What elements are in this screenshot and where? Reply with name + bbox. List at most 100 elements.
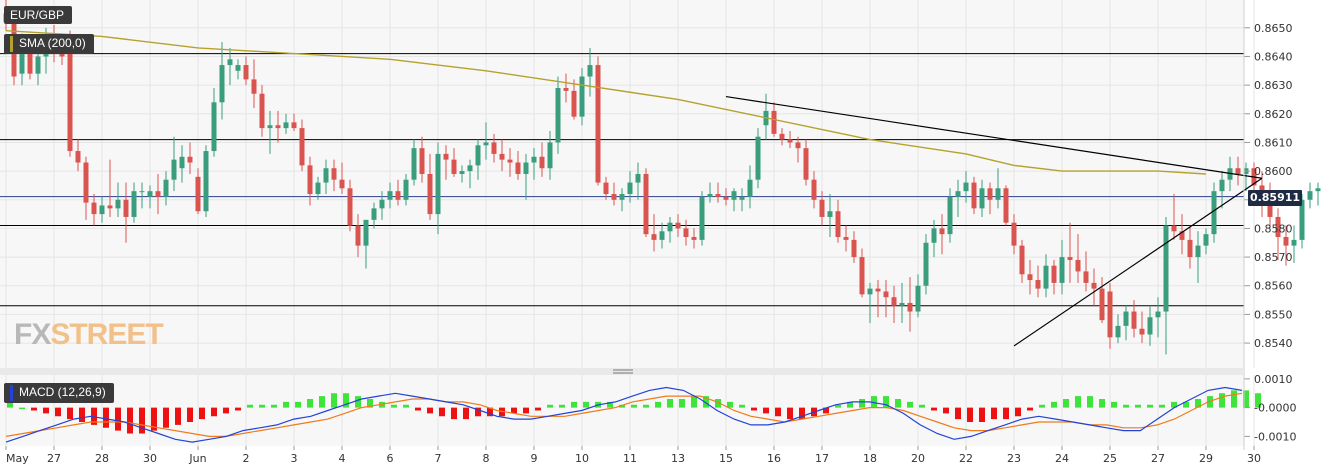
candle-body bbox=[1147, 317, 1153, 335]
macd-plot-background bbox=[0, 375, 1244, 446]
x-tick-label: 27 bbox=[47, 452, 61, 465]
candle-body bbox=[1195, 245, 1201, 258]
macd-histogram-bar bbox=[1231, 390, 1237, 408]
sma-tag[interactable]: SMA (200,0) bbox=[4, 34, 94, 54]
sma-line bbox=[5, 30, 1207, 175]
candle-body bbox=[1307, 191, 1313, 200]
y-tick-label: 0.8640 bbox=[1254, 50, 1293, 63]
candle-body bbox=[843, 237, 849, 240]
candle-body bbox=[939, 228, 945, 235]
candle-body bbox=[699, 196, 705, 240]
candle-body bbox=[1299, 199, 1305, 240]
symbol-tag[interactable]: EUR/GBP bbox=[4, 6, 73, 24]
macd-histogram-bar bbox=[451, 407, 457, 420]
macd-tag[interactable]: MACD (12,26,9) bbox=[4, 383, 114, 403]
macd-histogram-bar bbox=[307, 399, 313, 408]
x-tick-label: 29 bbox=[1199, 452, 1213, 465]
candle-body bbox=[587, 65, 593, 77]
x-tick-label: Jun bbox=[188, 452, 206, 465]
candle-body bbox=[739, 196, 745, 200]
candle-body bbox=[83, 162, 89, 203]
candle-body bbox=[1067, 257, 1073, 260]
macd-histogram-bar bbox=[1135, 404, 1141, 408]
candle-body bbox=[1059, 257, 1065, 283]
candle-body bbox=[827, 211, 833, 217]
macd-histogram-bar bbox=[823, 407, 829, 414]
candle-body bbox=[227, 59, 233, 66]
x-tick-label: 16 bbox=[767, 452, 781, 465]
panel-resize-handle[interactable] bbox=[0, 368, 1244, 375]
candle-body bbox=[467, 165, 473, 172]
candle-body bbox=[171, 159, 177, 180]
macd-histogram-bar bbox=[907, 401, 913, 408]
candle-body bbox=[523, 162, 529, 174]
candle-body bbox=[1115, 325, 1121, 338]
candle-body bbox=[1107, 291, 1113, 338]
candle-body bbox=[187, 156, 193, 163]
candle-body bbox=[875, 288, 881, 292]
candle-body bbox=[1267, 202, 1273, 217]
candle-body bbox=[835, 211, 841, 238]
candle-body bbox=[1275, 216, 1281, 238]
x-tick-label: 10 bbox=[575, 452, 589, 465]
candle-body bbox=[307, 165, 313, 195]
candle-body bbox=[883, 291, 889, 298]
macd-histogram-bar bbox=[1195, 399, 1201, 408]
candle-body bbox=[315, 182, 321, 195]
candle-body bbox=[451, 159, 457, 174]
macd-histogram-bar bbox=[319, 396, 325, 408]
x-tick-label: 25 bbox=[1103, 452, 1117, 465]
macd-histogram-bar bbox=[1087, 396, 1093, 408]
macd-histogram-bar bbox=[187, 407, 193, 422]
macd-histogram-bar bbox=[1159, 404, 1165, 408]
macd-histogram-bar bbox=[55, 407, 61, 417]
y-tick-label: 0.8540 bbox=[1254, 337, 1293, 350]
macd-histogram-bar bbox=[1183, 401, 1189, 408]
trendline bbox=[1013, 177, 1263, 347]
macd-histogram-bar bbox=[775, 407, 781, 417]
macd-histogram-bar bbox=[151, 407, 157, 431]
macd-histogram-bar bbox=[1123, 404, 1129, 408]
candle-body bbox=[955, 191, 961, 197]
candle-body bbox=[1003, 188, 1009, 223]
candle-body bbox=[755, 136, 761, 180]
macd-histogram-bar bbox=[895, 399, 901, 408]
candle-body bbox=[603, 182, 609, 195]
macd-histogram-bar bbox=[847, 401, 853, 408]
macd-histogram-bar bbox=[403, 404, 409, 408]
candle-body bbox=[107, 205, 113, 209]
candle-body bbox=[1131, 311, 1137, 329]
candle-body bbox=[867, 288, 873, 295]
y-tick-label: 0.8630 bbox=[1254, 79, 1293, 92]
x-tick-label: 3 bbox=[291, 452, 298, 465]
candle-body bbox=[995, 188, 1001, 200]
macd-histogram-bar bbox=[235, 407, 241, 411]
candle-body bbox=[267, 125, 273, 129]
candle-body bbox=[291, 122, 297, 129]
candle-body bbox=[787, 139, 793, 143]
macd-histogram-bar bbox=[7, 399, 13, 408]
macd-histogram-bar bbox=[463, 407, 469, 420]
macd-histogram-bar bbox=[739, 404, 745, 408]
candle-body bbox=[619, 194, 625, 200]
fxstreet-logo: FXSTREET bbox=[14, 318, 164, 351]
candle-body bbox=[979, 188, 985, 209]
candle-body bbox=[379, 199, 385, 209]
candle-body bbox=[123, 199, 129, 217]
macd-histogram-bar bbox=[415, 407, 421, 411]
macd-histogram-bar bbox=[943, 407, 949, 414]
macd-histogram-bar bbox=[583, 401, 589, 408]
candle-body bbox=[1235, 168, 1241, 174]
x-tick-label: 22 bbox=[959, 452, 973, 465]
candle-body bbox=[259, 93, 265, 129]
candle-body bbox=[211, 102, 217, 152]
macd-histogram-bar bbox=[1015, 407, 1021, 417]
macd-histogram-bar bbox=[175, 407, 181, 425]
x-tick-label: 2 bbox=[243, 452, 250, 465]
candle-body bbox=[91, 202, 97, 215]
candle-body bbox=[859, 257, 865, 295]
sma-200-path bbox=[5, 30, 1207, 175]
candle-body bbox=[1027, 274, 1033, 281]
candle-body bbox=[1155, 311, 1161, 318]
